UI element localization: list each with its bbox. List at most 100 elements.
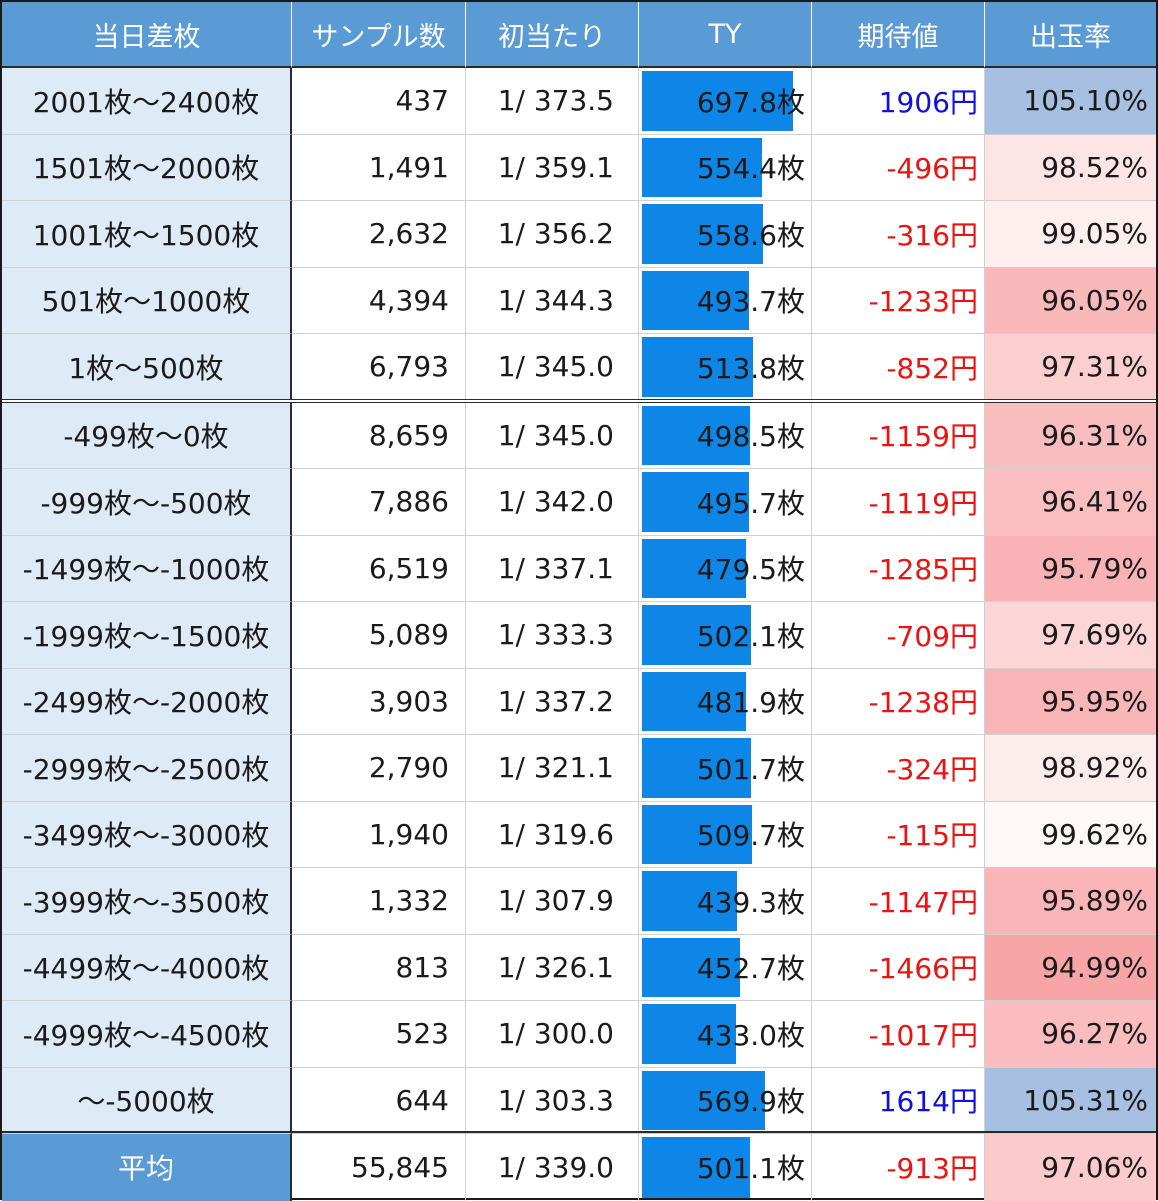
samples-cell: 55,845 xyxy=(292,1134,466,1201)
ty-cell: 493.7枚 xyxy=(639,267,812,334)
first-hit-cell: 1/ 344.3 xyxy=(466,267,639,334)
range-cell: ～-5000枚 xyxy=(2,1067,292,1134)
table-row: -999枚～-500枚 7,886 1/ 342.0 495.7枚 -1119円 96.4… xyxy=(2,469,1156,536)
header-first-hit: 初当たり xyxy=(466,2,639,68)
ty-cell: 502.1枚 xyxy=(639,602,812,669)
ty-value: 495.7枚 xyxy=(696,486,805,520)
first-hit-cell: 1/ 356.2 xyxy=(466,201,639,268)
ty-bar xyxy=(642,937,740,997)
first-hit-cell: 1/ 337.2 xyxy=(466,668,639,735)
table-row: -3499枚～-3000枚 1,940 1/ 319.6 509.7枚 -115円 99.… xyxy=(2,801,1156,868)
range-cell: 1001枚～1500枚 xyxy=(2,201,292,268)
samples-cell: 1,940 xyxy=(292,801,466,868)
ty-value: 513.8枚 xyxy=(696,351,805,385)
range-cell: -999枚～-500枚 xyxy=(2,469,292,536)
table-row: -1999枚～-1500枚 5,089 1/ 333.3 502.1枚 -709円 97.… xyxy=(2,602,1156,669)
samples-cell: 8,659 xyxy=(292,402,466,469)
expected-value-cell: -1285円 xyxy=(812,535,985,602)
range-cell: -3999枚～-3500枚 xyxy=(2,868,292,935)
range-cell: -1499枚～-1000枚 xyxy=(2,535,292,602)
ty-cell: 433.0枚 xyxy=(639,1001,812,1068)
ty-value: 498.5枚 xyxy=(696,420,805,454)
ty-value: 569.9枚 xyxy=(696,1085,805,1119)
first-hit-cell: 1/ 307.9 xyxy=(466,868,639,935)
payout-cell: 105.31% xyxy=(985,1067,1156,1134)
payout-cell: 96.41% xyxy=(985,469,1156,536)
ty-bar xyxy=(642,671,746,731)
first-hit-cell: 1/ 359.1 xyxy=(466,134,639,201)
expected-value-cell: 1906円 xyxy=(812,68,985,135)
range-cell: -1999枚～-1500枚 xyxy=(2,602,292,669)
expected-value-cell: -709円 xyxy=(812,602,985,669)
range-cell: -4999枚～-4500枚 xyxy=(2,1001,292,1068)
ty-bar xyxy=(642,337,753,397)
range-cell: -4499枚～-4000枚 xyxy=(2,934,292,1001)
payout-cell: 97.69% xyxy=(985,602,1156,669)
ty-cell: 452.7枚 xyxy=(639,934,812,1001)
ty-bar xyxy=(642,204,763,264)
header-expected: 期待値 xyxy=(812,2,985,68)
expected-value-cell: -496円 xyxy=(812,134,985,201)
ty-bar xyxy=(642,1070,765,1130)
samples-cell: 437 xyxy=(292,68,466,135)
expected-value-cell: -1147円 xyxy=(812,868,985,935)
first-hit-cell: 1/ 326.1 xyxy=(466,934,639,1001)
samples-cell: 644 xyxy=(292,1067,466,1134)
expected-value-cell: -115円 xyxy=(812,801,985,868)
header-row: 当日差枚 サンプル数 初当たり TY 期待値 出玉率 xyxy=(2,2,1156,68)
samples-cell: 523 xyxy=(292,1001,466,1068)
average-row: 平均 55,845 1/ 339.0 501.1枚 -913円 97.06% xyxy=(2,1134,1156,1201)
expected-value-cell: -1119円 xyxy=(812,469,985,536)
payout-cell: 96.27% xyxy=(985,1001,1156,1068)
samples-cell: 1,332 xyxy=(292,868,466,935)
first-hit-cell: 1/ 345.0 xyxy=(466,402,639,469)
expected-value-cell: 1614円 xyxy=(812,1067,985,1134)
ty-cell: 481.9枚 xyxy=(639,668,812,735)
average-separator xyxy=(2,1131,1156,1133)
table-row: -4499枚～-4000枚 813 1/ 326.1 452.7枚 -1466円 94.9… xyxy=(2,934,1156,1001)
samples-cell: 3,903 xyxy=(292,668,466,735)
expected-value-cell: -1017円 xyxy=(812,1001,985,1068)
ty-value: 501.1枚 xyxy=(696,1152,805,1186)
ty-cell: 513.8枚 xyxy=(639,334,812,401)
table-row: ～-5000枚 644 1/ 303.3 569.9枚 1614円 105.31% xyxy=(2,1067,1156,1134)
samples-cell: 813 xyxy=(292,934,466,1001)
first-hit-cell: 1/ 333.3 xyxy=(466,602,639,669)
expected-value-cell: -324円 xyxy=(812,735,985,802)
ty-value: 479.5枚 xyxy=(696,553,805,587)
ty-cell: 498.5枚 xyxy=(639,402,812,469)
table-row: 1枚～500枚 6,793 1/ 345.0 513.8枚 -852円 97.31% xyxy=(2,334,1156,401)
range-cell: -3499枚～-3000枚 xyxy=(2,801,292,868)
payout-cell: 95.95% xyxy=(985,668,1156,735)
ty-cell: 558.6枚 xyxy=(639,201,812,268)
ty-bar xyxy=(642,270,749,330)
header-payout: 出玉率 xyxy=(985,2,1156,68)
payout-cell: 97.06% xyxy=(985,1134,1156,1201)
samples-cell: 7,886 xyxy=(292,469,466,536)
first-hit-cell: 1/ 345.0 xyxy=(466,334,639,401)
ty-bar xyxy=(642,871,737,931)
range-cell: 1501枚～2000枚 xyxy=(2,134,292,201)
table-row: -2999枚～-2500枚 2,790 1/ 321.1 501.7枚 -324円 98.… xyxy=(2,735,1156,802)
samples-cell: 6,793 xyxy=(292,334,466,401)
table-row: 501枚～1000枚 4,394 1/ 344.3 493.7枚 -1233円 96.05… xyxy=(2,267,1156,334)
group-separator xyxy=(2,399,1156,403)
ty-value: 433.0枚 xyxy=(696,1018,805,1052)
table-row: 2001枚～2400枚 437 1/ 373.5 697.8枚 1906円 105.10% xyxy=(2,68,1156,135)
header-samples: サンプル数 xyxy=(292,2,466,68)
range-cell: -499枚～0枚 xyxy=(2,402,292,469)
ty-bar xyxy=(642,1137,750,1198)
first-hit-cell: 1/ 373.5 xyxy=(466,68,639,135)
payout-cell: 98.52% xyxy=(985,134,1156,201)
first-hit-cell: 1/ 300.0 xyxy=(466,1001,639,1068)
table-row: -4999枚～-4500枚 523 1/ 300.0 433.0枚 -1017円 96.2… xyxy=(2,1001,1156,1068)
expected-value-cell: -913円 xyxy=(812,1134,985,1201)
ty-bar xyxy=(642,1004,736,1064)
range-cell: -2999枚～-2500枚 xyxy=(2,735,292,802)
ty-bar xyxy=(642,804,752,864)
samples-cell: 5,089 xyxy=(292,602,466,669)
ty-bar xyxy=(642,405,750,465)
ty-value: 501.7枚 xyxy=(696,752,805,786)
ty-cell: 501.1枚 xyxy=(639,1134,812,1201)
